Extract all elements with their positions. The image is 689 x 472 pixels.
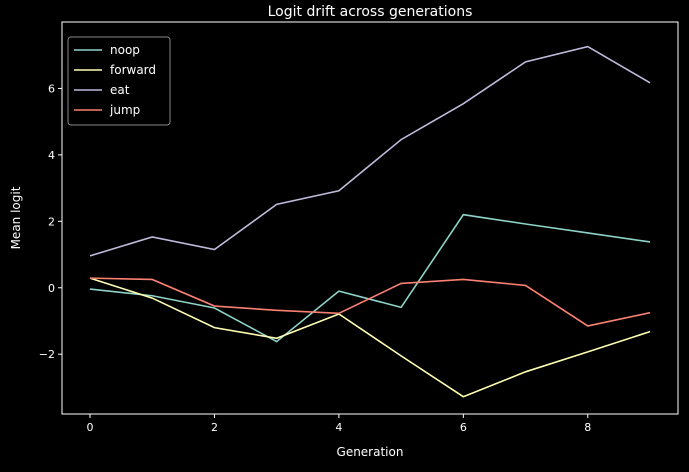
legend-label: noop <box>110 43 140 57</box>
y-tick-label: 2 <box>48 215 55 228</box>
series-line-forward <box>89 277 651 398</box>
y-tick-label: 4 <box>48 149 55 162</box>
plot-frame <box>61 21 679 415</box>
x-tick-label: 2 <box>211 421 218 434</box>
y-tick-label: 0 <box>48 282 55 295</box>
legend-box <box>67 36 171 126</box>
x-tick-label: 0 <box>87 421 94 434</box>
x-tick-label: 8 <box>584 421 591 434</box>
x-tick-label: 4 <box>335 421 342 434</box>
legend-label: forward <box>110 63 156 77</box>
y-axis-label: Mean logit <box>9 186 23 249</box>
x-axis-label: Generation <box>337 445 404 459</box>
legend-label: eat <box>110 83 130 97</box>
chart-title: Logit drift across generations <box>268 4 473 20</box>
y-tick-label: −2 <box>39 348 55 361</box>
series-line-noop <box>89 213 651 343</box>
series-line-eat <box>89 45 651 257</box>
y-tick-label: 6 <box>48 82 55 95</box>
legend-label: jump <box>109 103 140 117</box>
x-tick-label: 6 <box>460 421 467 434</box>
legend: noop forward eat jump <box>67 36 171 126</box>
series-line-jump <box>89 277 651 327</box>
